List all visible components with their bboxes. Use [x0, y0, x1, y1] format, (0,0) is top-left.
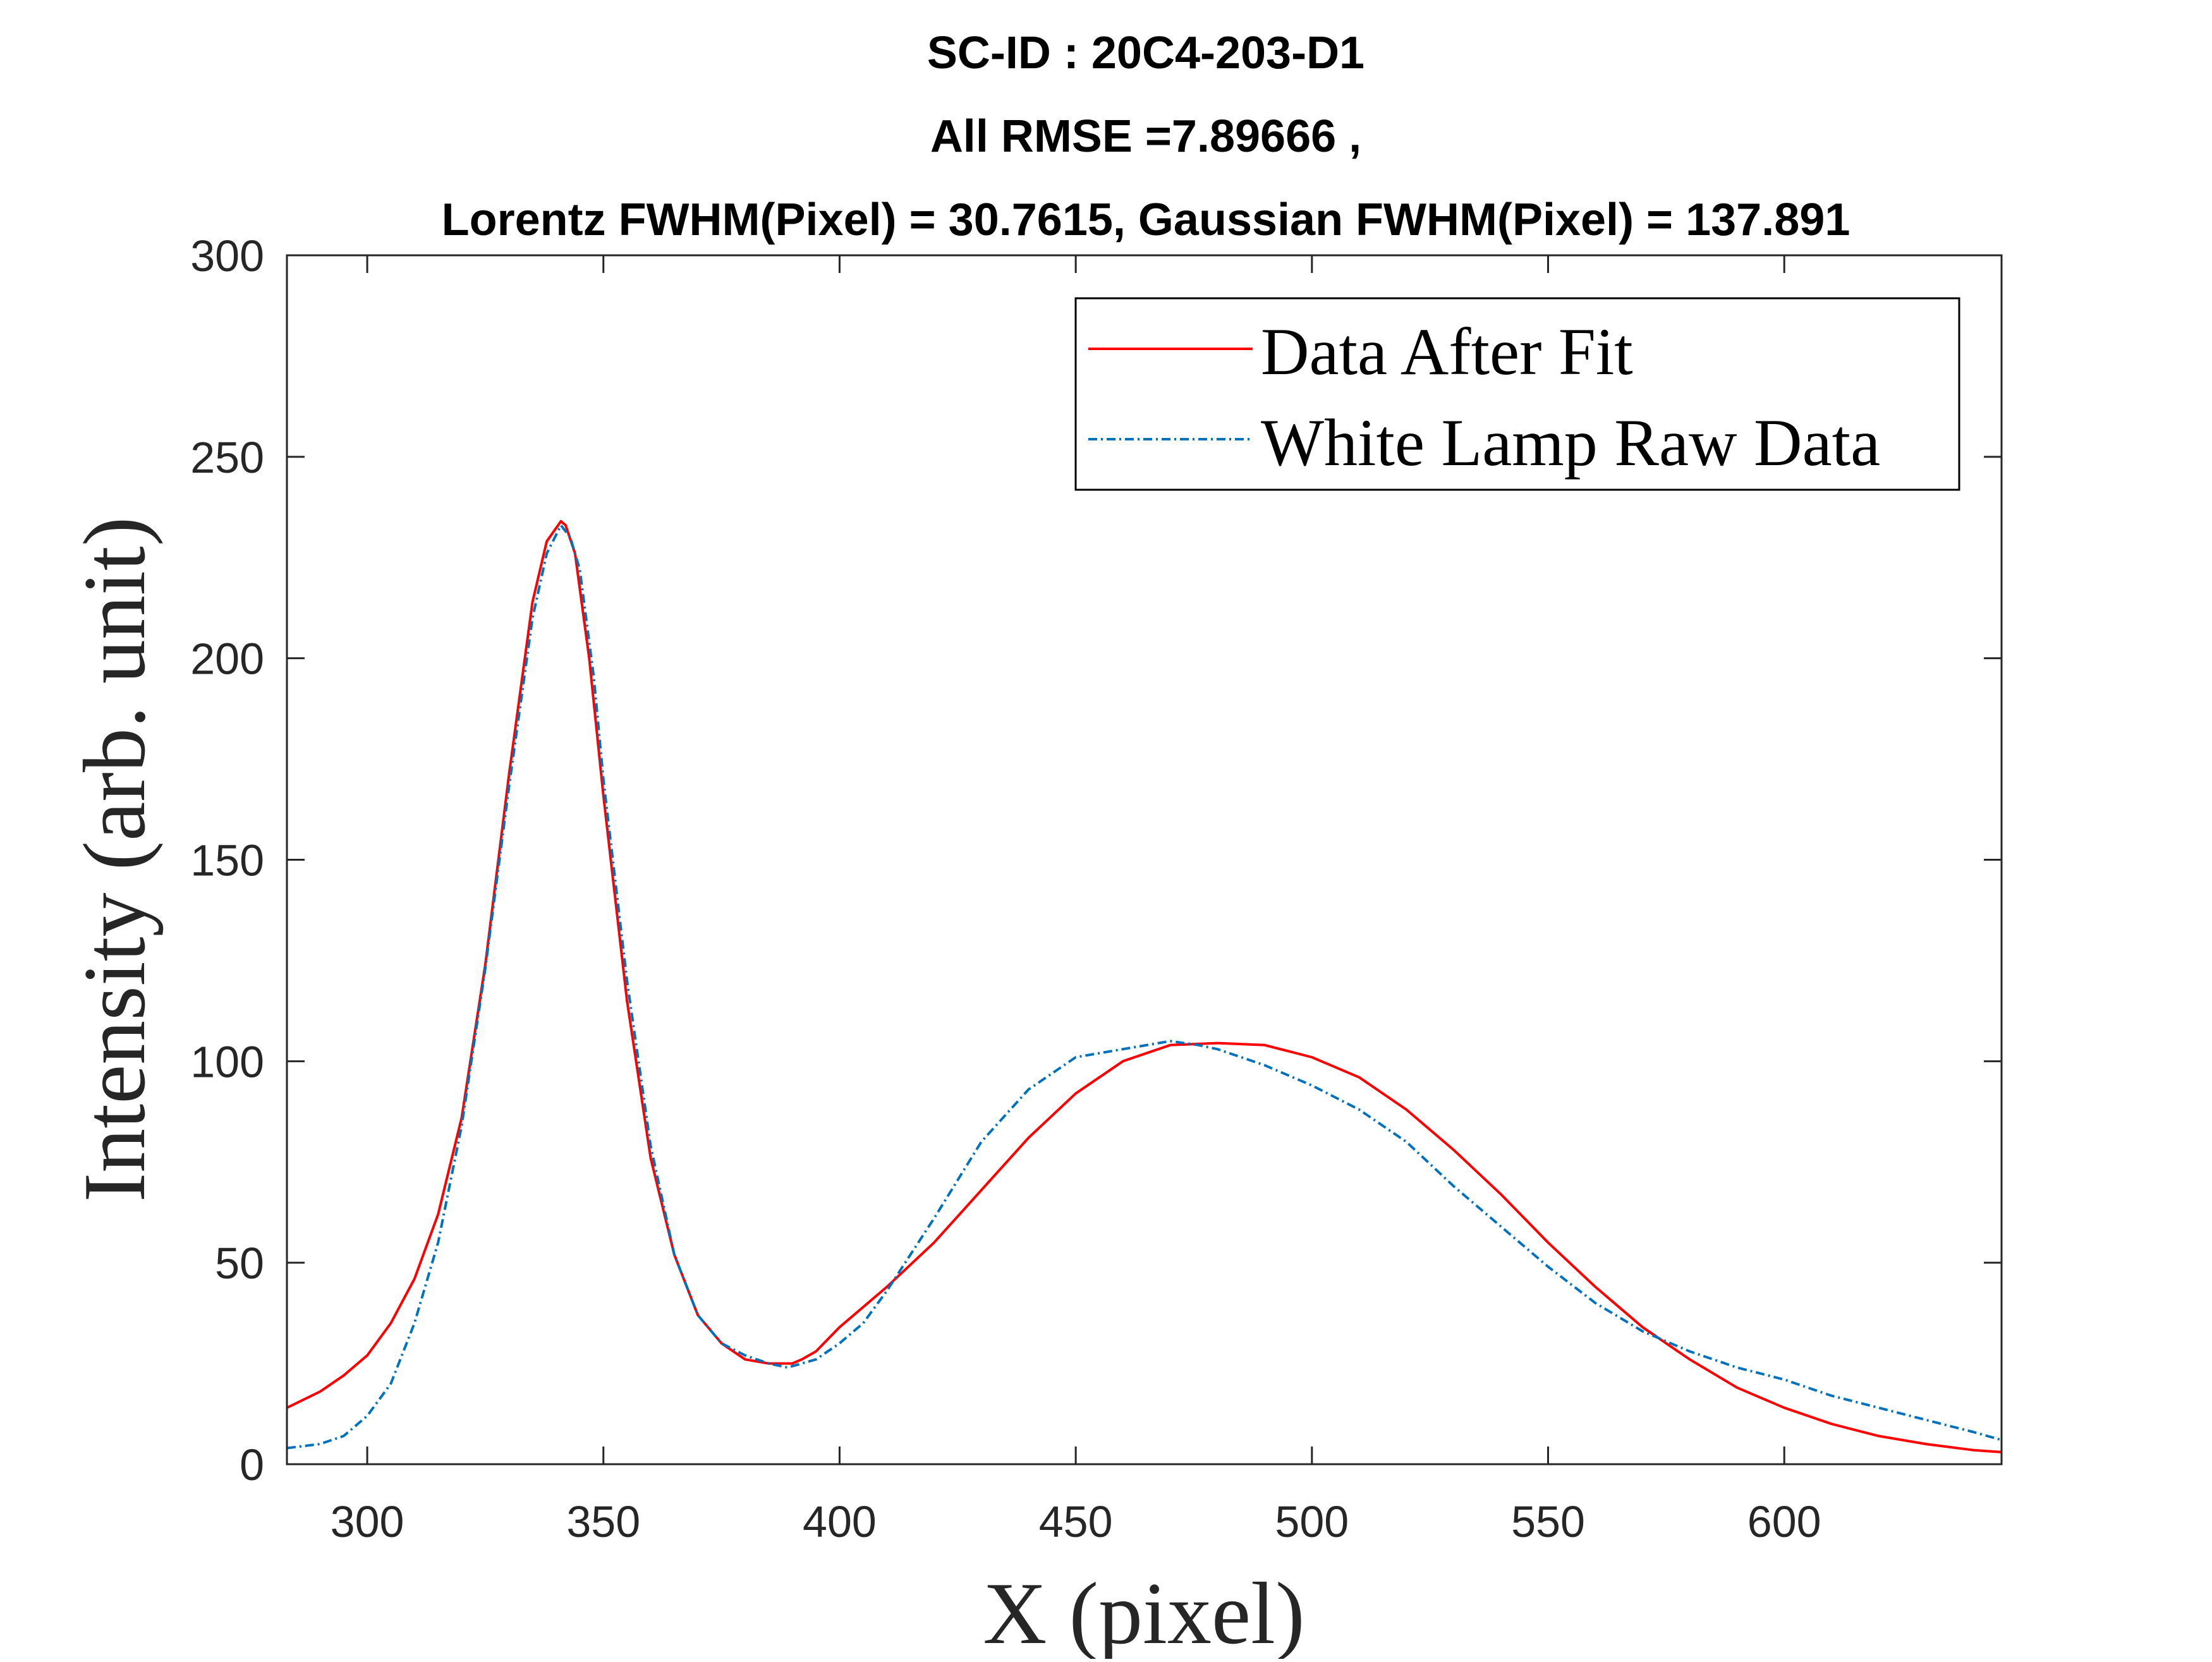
legend-box [1074, 297, 1960, 491]
legend-label-raw: White Lamp Raw Data [1261, 406, 1880, 480]
x-tick-label: 550 [1511, 1497, 1585, 1546]
chart-title: SC-ID : 20C4-203-D1 All RMSE =7.89666 , … [442, 28, 1850, 245]
x-tick-label: 500 [1275, 1497, 1349, 1546]
y-tick-label: 250 [190, 433, 264, 482]
y-tick-label: 200 [190, 634, 264, 684]
y-axis-label: Intensity (arb. unit) [66, 517, 164, 1203]
chart-title-line-2: All RMSE =7.89666 , [930, 111, 1361, 162]
x-tick-label: 300 [331, 1497, 404, 1546]
y-tick-label: 0 [240, 1440, 264, 1489]
x-axis-label: X (pixel) [983, 1565, 1304, 1659]
x-tick-label: 450 [1039, 1497, 1113, 1546]
series-layer [286, 519, 2002, 1453]
chart-title-line-3: Lorentz FWHM(Pixel) = 30.7615, Gaussian … [442, 195, 1850, 245]
series-line-fit [286, 519, 2002, 1453]
chart-title-line-1: SC-ID : 20C4-203-D1 [927, 28, 1364, 78]
y-tick-label: 300 [190, 231, 264, 281]
legend: Data After Fit White Lamp Raw Data [1074, 297, 1960, 491]
y-axis-ticks: 0 50 100 150 200 250 300 [190, 231, 2002, 1489]
y-tick-label: 50 [215, 1239, 264, 1288]
x-tick-label: 600 [1747, 1497, 1821, 1546]
y-tick-label: 150 [190, 836, 264, 885]
y-tick-label: 100 [190, 1037, 264, 1086]
x-tick-label: 400 [803, 1497, 877, 1546]
x-axis-ticks: 300 350 400 450 500 550 600 [331, 255, 1821, 1546]
x-tick-label: 350 [566, 1497, 640, 1546]
legend-label-fit: Data After Fit [1261, 315, 1633, 389]
